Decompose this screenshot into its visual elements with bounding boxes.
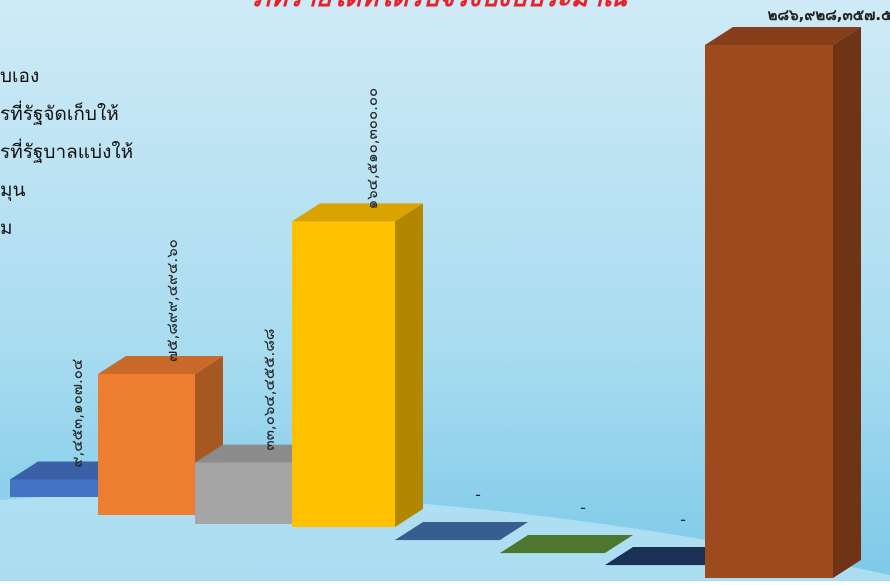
data-label: ๑๖๔,๕๑๐,๓๐๐.๐๐ [363,88,381,210]
legend-label: รที่รัฐจัดเก็บให้ [0,100,119,125]
bar [705,45,833,578]
legend-label: รที่รัฐบาลแบ่งให้ [0,138,133,163]
bar [292,221,395,527]
chart-title: ภทรายได้ที่ได้รับจริงปีงบประมาณ [253,0,627,13]
data-label: - [475,485,481,504]
data-label: - [680,510,686,529]
legend-label: มุน [0,179,26,202]
legend-label: ม [0,217,13,239]
data-label: ๗๕,๘๙๙,๔๙๔.๖๐ [163,239,181,362]
bar [10,479,100,497]
data-label: ๒๘๖,๙๒๘,๓๕๗.๕๒ [768,6,890,24]
bar-side [395,203,423,527]
bar-side [833,27,861,578]
bar [98,374,195,515]
data-label: ๙,๔๕๓,๑๐๗.๐๔ [68,359,86,468]
bar [195,463,292,524]
data-label: - [580,498,586,517]
data-label: ๓๓,๐๖๔,๔๕๕.๘๘ [260,329,278,451]
legend-label: บเอง [0,65,39,87]
